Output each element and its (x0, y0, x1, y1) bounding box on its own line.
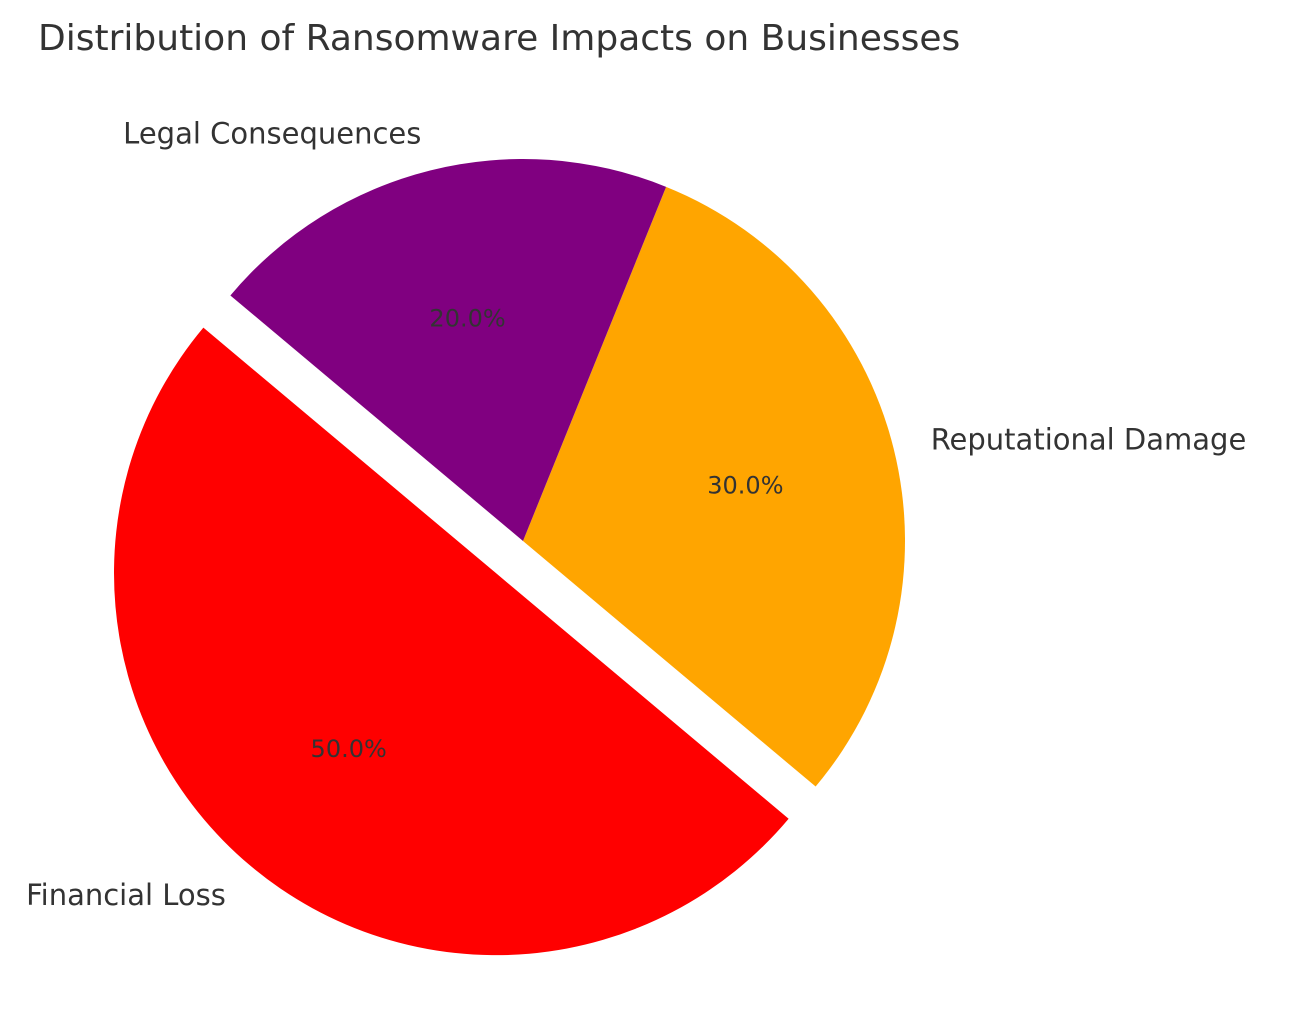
pie-slices (114, 158, 905, 956)
slice-financial-loss (114, 327, 789, 956)
slice-legal-consequences (230, 158, 667, 541)
category-label-legal-consequences: Legal Consequences (123, 116, 421, 150)
percent-label-legal-consequences: 20.0% (429, 305, 505, 333)
pie-labels: 50.0% Financial Loss 30.0% Reputational Dam… (26, 116, 1246, 912)
slice-reputational-damage (523, 186, 905, 787)
percent-label-reputational-damage: 30.0% (707, 472, 783, 500)
percent-label-financial-loss: 50.0% (311, 735, 387, 763)
category-label-financial-loss: Financial Loss (26, 878, 226, 912)
category-label-reputational-damage: Reputational Damage (931, 422, 1247, 456)
chart-title: Distribution of Ransomware Impacts on Bu… (38, 18, 960, 59)
